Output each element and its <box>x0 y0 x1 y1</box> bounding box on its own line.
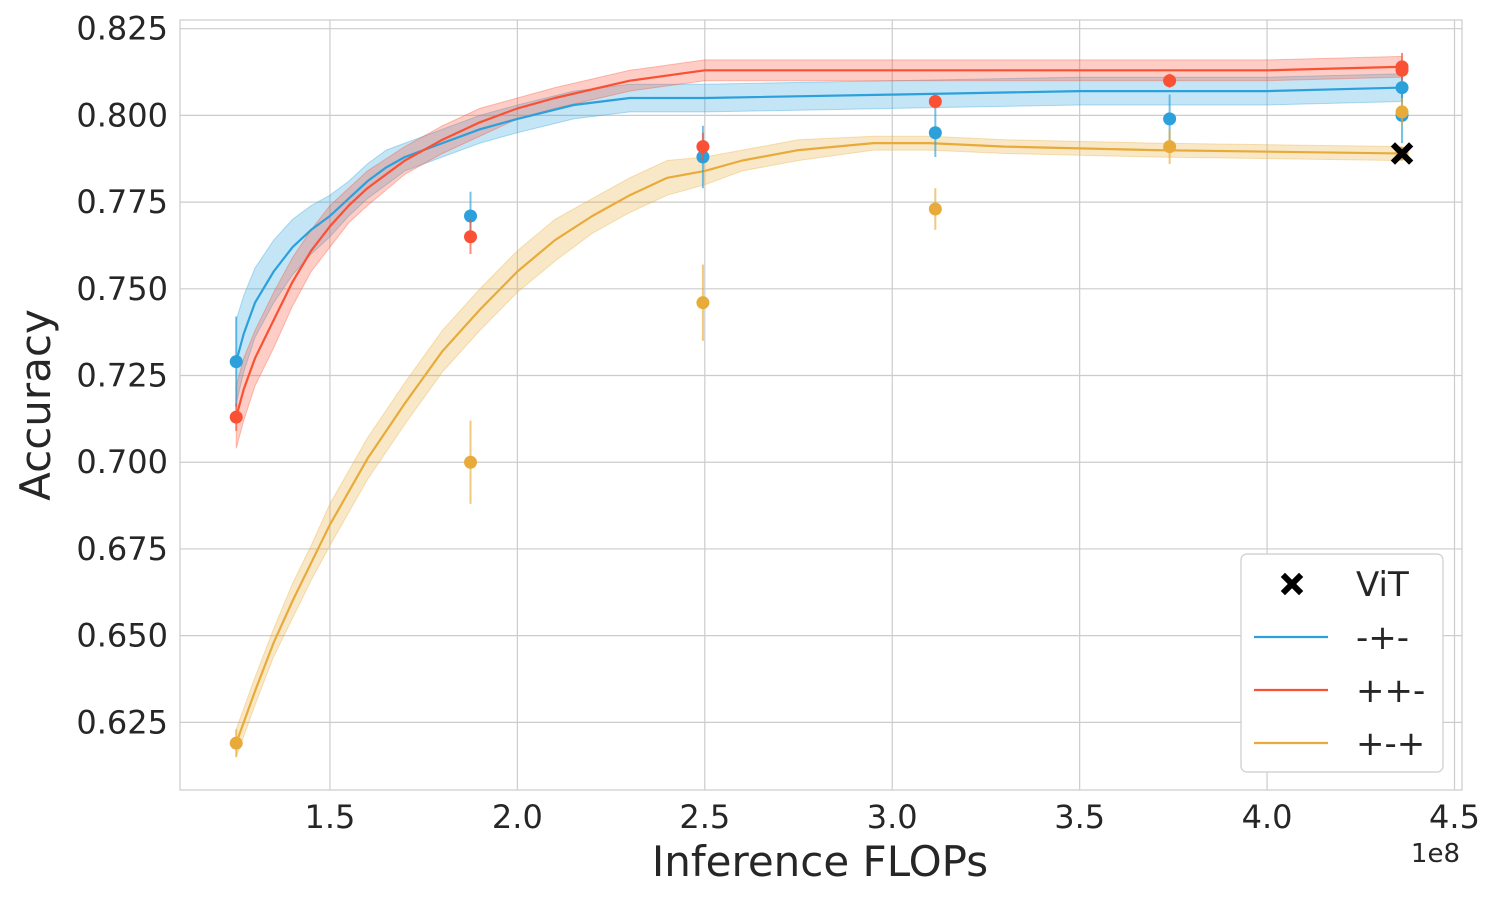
x-tick-label: 2.5 <box>679 798 730 836</box>
vit-marker <box>1390 142 1414 165</box>
y-tick-label: 0.725 <box>76 357 168 395</box>
x-tick-label: 1.5 <box>304 798 355 836</box>
legend-frame <box>1240 553 1444 773</box>
y-tick-label: 0.625 <box>76 703 168 741</box>
y-tick-label: 0.775 <box>76 183 168 221</box>
point--+- <box>464 209 478 223</box>
legend-label: ++- <box>1356 671 1425 711</box>
x-tick-label: 4.0 <box>1242 798 1293 836</box>
point-++- <box>928 95 942 109</box>
legend-label: ViT <box>1356 565 1409 605</box>
y-tick-label: 0.825 <box>76 10 168 48</box>
x-tick-label: 3.5 <box>1054 798 1105 836</box>
point-+-+ <box>1395 105 1409 119</box>
point-++- <box>464 230 478 244</box>
point-+-+ <box>229 736 243 750</box>
band-+-+ <box>235 135 1403 758</box>
legend-label: -+- <box>1356 618 1409 658</box>
x-tick-label: 3.0 <box>867 798 918 836</box>
point-+-+ <box>1163 140 1177 154</box>
point-+-+ <box>464 455 478 469</box>
x-offset-label: 1e8 <box>1411 839 1460 869</box>
point-++- <box>229 410 243 424</box>
vit-markers <box>1390 142 1414 165</box>
line--+- <box>235 86 1403 362</box>
x-tick-label: 4.5 <box>1429 798 1480 836</box>
point-+-+ <box>928 202 942 216</box>
point-++- <box>1163 74 1177 88</box>
data-points <box>229 52 1409 758</box>
y-axis-title: Accuracy <box>11 309 60 501</box>
line-+-+ <box>235 142 1403 744</box>
legend-label: +-+ <box>1356 724 1425 764</box>
legend-marker-vit <box>1280 572 1304 596</box>
point--+- <box>229 355 243 369</box>
legend: ViT -+- ++- +-+ <box>1240 553 1444 773</box>
y-tick-label: 0.675 <box>76 530 168 568</box>
y-tick-label: 0.700 <box>76 443 168 481</box>
x-axis-title: Inference FLOPs <box>652 837 988 886</box>
series-lines <box>235 65 1403 744</box>
tick-labels: 1.5 2.0 2.5 3.0 3.5 4.0 4.5 0.625 0.650 0.675 0.70… <box>76 10 1480 836</box>
plot-frame <box>179 19 1463 791</box>
point-++- <box>1395 63 1409 77</box>
y-tick-label: 0.800 <box>76 96 168 134</box>
line-++- <box>235 65 1403 418</box>
point-++- <box>696 140 710 154</box>
point-+-+ <box>696 296 710 310</box>
point--+- <box>928 126 942 140</box>
y-tick-label: 0.750 <box>76 270 168 308</box>
point--+- <box>1163 112 1177 126</box>
x-tick-label: 2.0 <box>492 798 543 836</box>
y-tick-label: 0.650 <box>76 617 168 655</box>
